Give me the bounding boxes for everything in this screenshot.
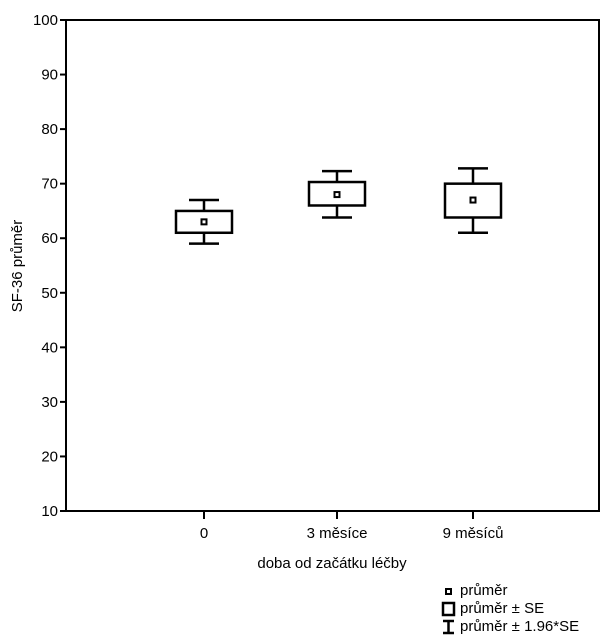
y-tick-label: 30 xyxy=(41,394,58,411)
legend-item-se: průměr ± SE xyxy=(441,600,579,618)
y-axis-title: SF-36 průměr xyxy=(9,220,26,313)
whisker-icon xyxy=(443,619,454,635)
x-tick-label: 9 měsíců xyxy=(443,525,504,542)
legend-item-mean: průměr xyxy=(441,582,579,600)
x-tick-label: 3 měsíce xyxy=(307,525,368,542)
legend-label-ci: průměr ± 1.96*SE xyxy=(460,618,580,635)
legend-item-ci: průměr ± 1.96*SE xyxy=(441,618,579,636)
x-tick-label: 0 xyxy=(200,525,208,542)
legend-label-se: průměr ± SE xyxy=(460,600,545,617)
y-tick-label: 90 xyxy=(41,67,58,84)
y-tick-label: 50 xyxy=(41,285,58,302)
x-axis: 0 3 měsíce 9 měsíců xyxy=(200,511,504,542)
legend: průměr průměr ± SE průměr ± 1.96*SE xyxy=(441,582,579,636)
y-tick-label: 100 xyxy=(33,12,58,29)
box-icon xyxy=(441,601,456,617)
mean-marker-center xyxy=(202,220,206,224)
mean-marker-center xyxy=(335,193,339,197)
y-tick-label: 20 xyxy=(41,448,58,465)
legend-label-mean: průměr xyxy=(460,582,508,599)
y-tick-label: 10 xyxy=(41,503,58,520)
y-tick-label: 80 xyxy=(41,121,58,138)
plot-area-frame xyxy=(65,19,600,512)
y-tick-label: 60 xyxy=(41,230,58,247)
y-axis: 10 20 30 40 50 60 70 80 90 100 xyxy=(33,12,66,520)
x-axis-title: doba od začátku léčby xyxy=(257,555,407,572)
box-item xyxy=(307,169,367,219)
box-item xyxy=(443,167,503,235)
y-tick-label: 70 xyxy=(41,176,58,193)
box-item xyxy=(174,198,234,245)
mean-marker-icon xyxy=(445,588,452,595)
box-group xyxy=(174,167,503,245)
y-tick-label: 40 xyxy=(41,339,58,356)
mean-marker-center xyxy=(471,198,475,202)
